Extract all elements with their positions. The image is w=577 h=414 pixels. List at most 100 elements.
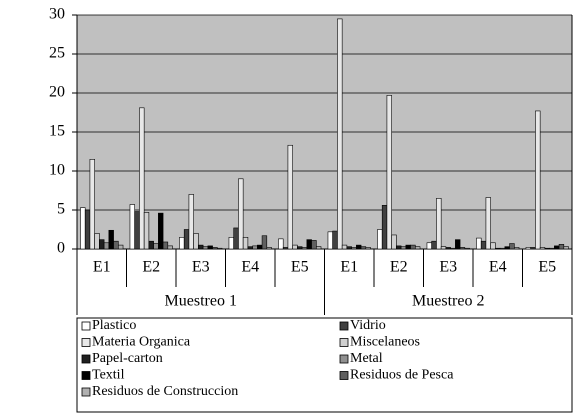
- legend-label: Materia Organica: [92, 335, 191, 350]
- group-label: Muestreo 1: [165, 293, 237, 310]
- bar: [139, 107, 145, 250]
- bar: [480, 240, 487, 250]
- bar: [415, 246, 421, 250]
- bar: [261, 235, 268, 250]
- bar: [233, 227, 239, 250]
- bar: [426, 242, 432, 250]
- legend-swatch: [81, 321, 91, 331]
- bar: [198, 244, 204, 250]
- legend-swatch: [339, 371, 349, 380]
- bar: [257, 244, 263, 250]
- bar: [278, 238, 284, 250]
- bar: [242, 237, 249, 250]
- bar: [316, 246, 322, 250]
- bar: [450, 247, 456, 250]
- bar: [202, 246, 209, 250]
- bar: [193, 233, 199, 250]
- bar: [238, 178, 244, 250]
- bar: [440, 246, 447, 250]
- bar: [410, 244, 416, 250]
- bar: [381, 205, 388, 250]
- y-tick-label: 30: [49, 6, 65, 23]
- legend-label: Miscelaneos: [350, 335, 420, 350]
- bar: [311, 240, 317, 250]
- bar: [297, 246, 303, 250]
- bar: [400, 246, 407, 250]
- bar: [365, 247, 371, 250]
- y-tick-label: 20: [49, 84, 65, 101]
- bar: [377, 229, 383, 250]
- legend-label: Metal: [350, 351, 383, 366]
- bar: [386, 95, 392, 250]
- x-tick-label: E4: [489, 259, 507, 276]
- x-tick-label: E1: [93, 259, 111, 276]
- bar: [306, 239, 312, 250]
- bar: [84, 209, 91, 250]
- bar: [405, 244, 411, 250]
- bar: [252, 245, 258, 250]
- bar: [535, 110, 541, 250]
- x-tick-label: E5: [538, 259, 556, 276]
- bar: [118, 244, 124, 250]
- bar: [514, 247, 520, 250]
- bar: [544, 247, 550, 250]
- x-tick-label: E4: [241, 259, 259, 276]
- y-tick-label: 15: [49, 123, 65, 140]
- bar: [162, 241, 169, 250]
- bar: [554, 245, 560, 250]
- bar: [499, 247, 506, 250]
- bar: [464, 247, 470, 250]
- x-tick-label: E5: [291, 259, 309, 276]
- x-tick-label: E1: [340, 259, 358, 276]
- bar: [431, 240, 437, 250]
- bar: [436, 198, 442, 250]
- bar: [356, 244, 362, 250]
- y-tick-label: 5: [57, 201, 65, 218]
- y-tick-label: 25: [49, 45, 65, 62]
- bar: [94, 233, 100, 250]
- bar: [80, 207, 86, 250]
- bar: [113, 240, 119, 250]
- bar: [337, 18, 343, 250]
- bar: [99, 239, 105, 250]
- group-label: Muestreo 2: [412, 293, 484, 310]
- legend-label: Residuos de Construccion: [92, 384, 238, 399]
- bar: [327, 231, 333, 250]
- bar: [495, 247, 501, 250]
- bar: [228, 237, 234, 250]
- bar: [129, 204, 135, 250]
- legend-swatch: [339, 354, 349, 364]
- bar: [89, 159, 95, 250]
- legend-swatch: [81, 354, 91, 364]
- legend-label: Papel-carton: [92, 351, 163, 366]
- legend-label: Residuos de Pesca: [350, 368, 454, 383]
- bar: [292, 244, 298, 250]
- bar: [509, 243, 515, 250]
- bar: [207, 245, 213, 250]
- bar: [179, 237, 185, 250]
- bar: [476, 237, 482, 250]
- y-tick-label: 0: [57, 240, 65, 257]
- bar: [341, 244, 348, 250]
- legend-swatch: [339, 338, 349, 347]
- bar: [212, 247, 218, 250]
- bar: [485, 197, 491, 250]
- bar: [445, 247, 451, 250]
- x-tick-label: E2: [390, 259, 408, 276]
- bar: [332, 230, 338, 250]
- bar: [504, 246, 510, 250]
- bar: [188, 194, 194, 250]
- bar: [459, 247, 466, 250]
- legend-swatch: [81, 371, 91, 380]
- bar: [391, 234, 397, 250]
- bar: [287, 144, 293, 250]
- bar: [103, 242, 110, 250]
- x-tick-label: E2: [142, 259, 160, 276]
- bar: [525, 247, 531, 250]
- bar: [266, 247, 272, 250]
- bar: [346, 246, 352, 250]
- x-tick-label: E3: [439, 259, 457, 276]
- bar: [217, 247, 223, 250]
- bar: [134, 211, 140, 250]
